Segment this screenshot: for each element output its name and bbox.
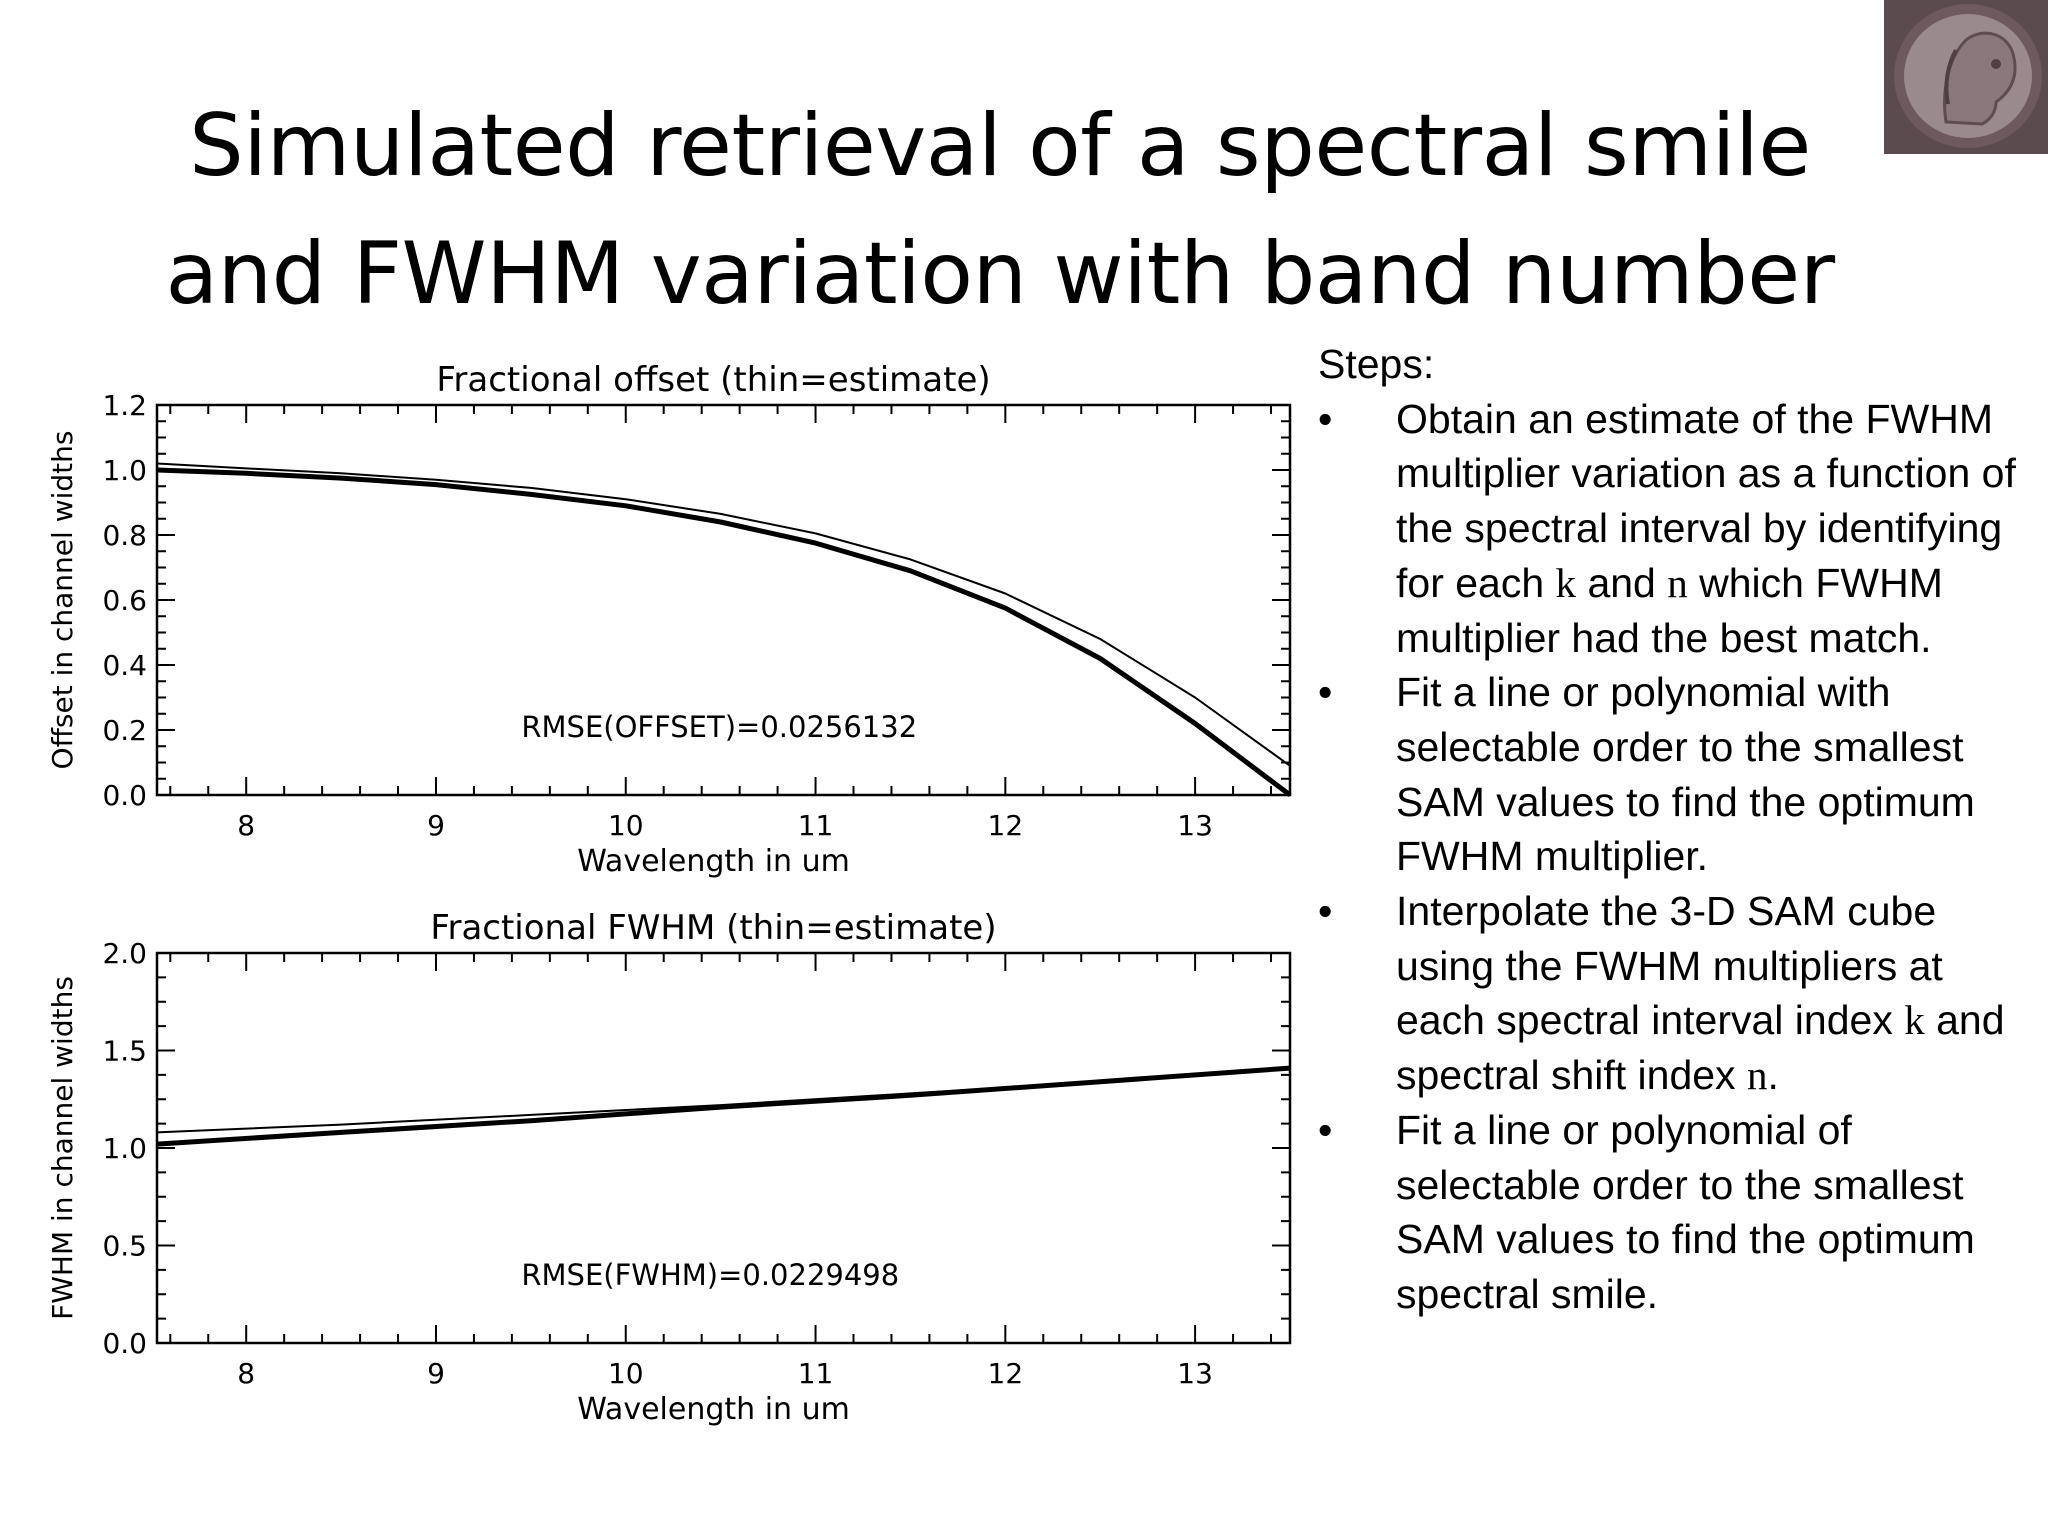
offset-y-tick-label: 1.0 [102,454,147,487]
offset-y-tick-label: 0.6 [102,584,147,617]
fwhm-x-tick-label: 9 [427,1357,445,1390]
fwhm-x-tick-label: 8 [237,1357,255,1390]
offset-y-axis-label: Offset in channel widths [46,431,79,770]
offset-x-tick-label: 12 [988,809,1024,842]
bullet-icon: • [1318,669,1333,716]
fwhm-x-axis-label: Wavelength in um [577,1392,850,1427]
offset-y-tick-label: 0.0 [102,779,147,812]
offset-x-tick-label: 13 [1177,809,1213,842]
fwhm-y-axis-label: FWHM in channel widths [46,976,79,1320]
fwhm-series-line-thin [156,1067,1291,1134]
offset-x-tick-label: 9 [427,809,445,842]
offset-x-tick-label: 11 [798,809,834,842]
steps-panel: Steps: • Obtain an estimate of the FWHM … [1318,337,2038,1322]
steps-heading: Steps: [1318,341,1435,387]
step-text: Obtain an estimate of the FWHM multiplie… [1396,396,2016,661]
offset-y-tick-label: 0.2 [102,714,147,747]
step-item: • Obtain an estimate of the FWHM multipl… [1318,392,2038,666]
offset-x-tick-label: 10 [608,809,644,842]
steps-list: • Obtain an estimate of the FWHM multipl… [1318,392,2038,1322]
bullet-icon: • [1318,888,1333,935]
fwhm-y-tick-label: 0.5 [102,1230,147,1263]
slide-title: Simulated retrieval of a spectral smile … [120,82,1880,338]
bullet-icon: • [1318,1106,1333,1153]
step-text-part: Obtain an estimate of the FWHM multiplie… [1396,395,2016,606]
fwhm-x-tick-label: 12 [988,1357,1024,1390]
offset-series-line-thin [156,462,1291,767]
fwhm-x-tick-label: 11 [798,1357,834,1390]
fwhm-chart: 8 9 10 11 12 13 0.0 0.5 1.0 1.5 2.0 Fractional FWHM… [0,900,1310,1452]
offset-title: Fractional offset (thin=estimate) [436,360,990,400]
fwhm-y-tick-label: 2.0 [102,937,147,970]
offset-x-axis-label: Wavelength in um [577,844,850,879]
step-text-part: and spectral shift index [1396,997,2005,1099]
step-index-n: n [1667,559,1688,606]
coin-portrait-graphic [1884,0,2048,154]
step-text-part: and [1576,559,1668,606]
coin-portrait-icon [1884,0,2048,154]
step-text: Fit a line or polynomial of selectable o… [1396,1106,1975,1317]
offset-chart: 8 9 10 11 12 13 0.0 0.2 0.4 0.6 0.8 1.0 1.2 Fractiona… [0,352,1310,904]
offset-x-tick-label: 8 [237,809,255,842]
offset-y-tick-label: 0.4 [102,649,147,682]
bullet-icon: • [1318,395,1333,442]
step-item: • Fit a line or polynomial of selectable… [1318,1103,2038,1322]
fwhm-y-tick-label: 1.0 [102,1132,147,1165]
step-text-part: . [1767,1052,1779,1099]
coin-portrait-hair [1944,49,1958,105]
step-index-n: n [1746,1052,1768,1099]
fwhm-y-tick-label: 1.5 [102,1035,147,1068]
offset-annotation: RMSE(OFFSET)=0.0256132 [521,710,917,744]
offset-y-tick-label: 0.8 [102,519,147,552]
slide-title-line-1: Simulated retrieval of a spectral smile [189,96,1811,196]
step-text: Fit a line or polynomial with selectable… [1396,669,1975,880]
fwhm-annotation: RMSE(FWHM)=0.0229498 [521,1258,899,1292]
step-text: Interpolate the 3-D SAM cube using the F… [1396,888,2005,1098]
step-text-part: which FWHM multiplier had the best match… [1396,559,1943,661]
fwhm-title: Fractional FWHM (thin=estimate) [430,908,996,948]
offset-chart-svg: 8 9 10 11 12 13 0.0 0.2 0.4 0.6 0.8 1.0 1.2 Fractiona… [46,360,1292,879]
slide-title-line-2: and FWHM variation with band number [165,224,1835,324]
fwhm-chart-svg: 8 9 10 11 12 13 0.0 0.5 1.0 1.5 2.0 Fractional FWHM… [46,908,1292,1427]
coin-portrait-eye [1991,59,2001,69]
fwhm-y-tick-label: 0.0 [102,1327,147,1360]
step-index-k: k [1555,559,1577,606]
offset-series-line-thick [156,467,1292,797]
step-text-part: Interpolate the 3-D SAM cube using the F… [1396,888,1943,1044]
fwhm-x-tick-label: 13 [1177,1357,1213,1390]
step-item: • Fit a line or polynomial with selectab… [1318,665,2038,884]
fwhm-x-tick-label: 10 [608,1357,644,1390]
offset-y-tick-label: 1.2 [102,389,147,422]
step-index-k: k [1904,997,1925,1044]
step-item: • Interpolate the 3-D SAM cube using the… [1318,884,2038,1103]
